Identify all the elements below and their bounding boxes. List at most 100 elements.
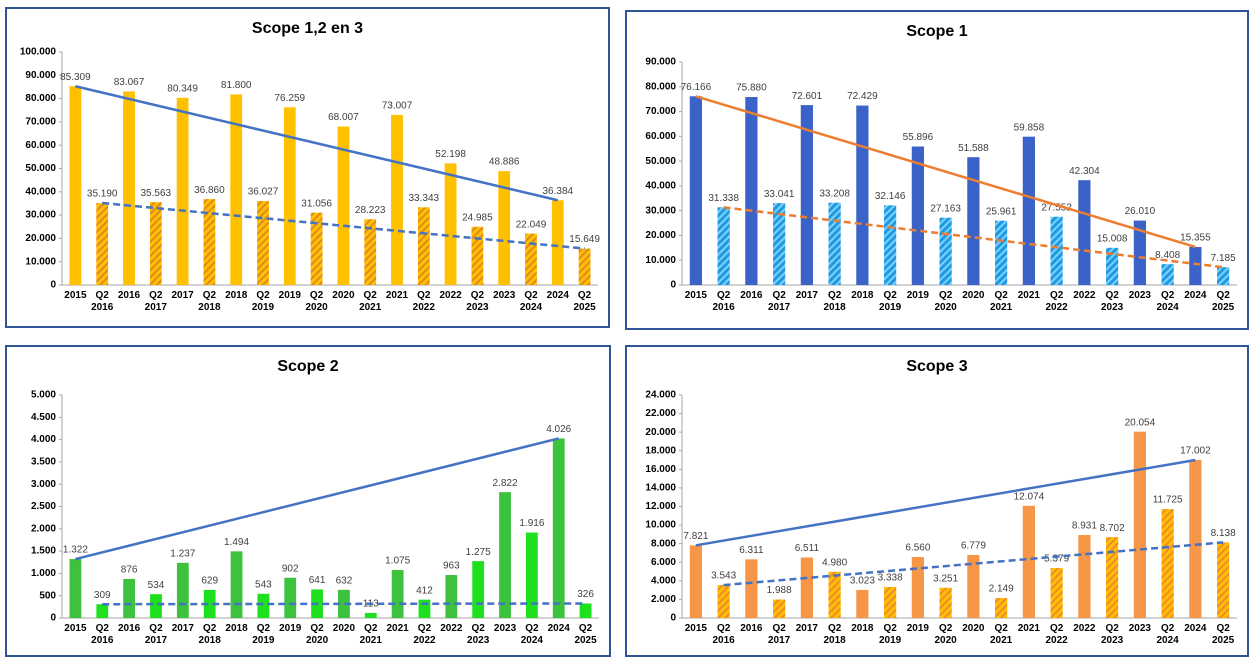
value-label: 33.041 [764,189,795,200]
value-label: 22.049 [516,219,547,230]
bar [911,557,924,618]
bar [338,589,350,618]
x-tick-label: Q2 2016 [91,623,114,646]
value-label: 326 [577,589,594,600]
x-tick-label: 2021 [386,623,409,634]
y-tick-label: 24.000 [645,390,676,401]
bar [150,594,162,618]
chart: Scope 3 0 2.000 4.000 6.000 8.000 10.000 12.000… [645,358,1237,624]
value-label: 12.074 [1014,491,1045,502]
chart: Scope 2 0 500 1.000 1.500 2.000 2.500 3.000 3.50… [31,358,599,624]
value-label: 902 [282,563,299,574]
value-label: 85.309 [60,72,91,83]
chart: Scope 1,2 en 3 0 10.000 20.000 30.000 40.000 5… [20,20,600,290]
x-tick-label: 2023 [1128,623,1151,634]
value-label: 3.251 [933,573,958,584]
value-label: 11.725 [1153,495,1183,506]
y-tick-label: 0 [670,280,676,291]
value-label: 27.163 [930,203,961,214]
x-tick-label: 2017 [171,290,194,301]
bar [284,577,297,618]
x-tick-label: 2015 [684,290,707,301]
x-tick-label: 2024 [1184,290,1207,301]
chart-panel: Scope 1,2 en 3 0 10.000 20.000 30.000 40.000 5… [5,7,610,328]
value-label: 72.601 [792,91,823,102]
bar [1189,246,1202,285]
value-label: 52.198 [435,149,466,160]
value-label: 6.560 [905,543,930,554]
value-label: 83.067 [114,77,145,88]
x-tick-label: 2015 [684,623,707,634]
chart-panel: Scope 2 0 500 1.000 1.500 2.000 2.500 3.000 3.50… [5,345,611,657]
trend-line [75,437,560,561]
bar [444,163,457,285]
bar [445,575,458,618]
x-tick-label: Q2 2018 [198,623,221,646]
x-tick-label: Q2 2022 [1045,290,1068,313]
x-tick-label: Q2 2024 [1156,623,1179,646]
y-tick-label: 20.000 [645,230,676,241]
bar [689,545,702,618]
x-tick-label: Q2 2023 [1101,290,1124,313]
bar [1050,216,1063,285]
x-tick-label: Q2 2021 [990,623,1013,646]
y-tick-label: 10.000 [645,520,676,531]
trend-line [102,602,586,606]
x-tick-label: 2023 [1128,290,1151,301]
y-tick-label: 20.000 [25,233,56,244]
value-label: 36.027 [248,187,279,198]
bar [773,203,786,285]
value-label: 17.002 [1180,446,1211,457]
y-tick-label: 500 [39,590,56,601]
bar [337,126,350,285]
y-tick-label: 40.000 [25,186,56,197]
x-tick-label: Q2 2017 [144,290,167,313]
bar [364,612,377,618]
value-label: 33.343 [409,193,440,204]
bar [257,593,270,618]
bar [1217,267,1230,285]
value-label: 6.311 [739,545,764,556]
y-tick-label: 30.000 [645,205,676,216]
bar [717,585,730,618]
value-label: 36.860 [194,185,225,196]
bar [499,492,511,618]
value-label: 15.649 [569,234,600,245]
x-tick-label: Q2 2021 [359,290,382,313]
x-tick-label: Q2 2018 [198,290,221,313]
value-label: 36.384 [543,186,574,197]
value-label: 5.379 [1044,554,1069,565]
value-label: 4.980 [822,557,847,568]
value-label: 7.821 [683,531,708,542]
bar [203,589,216,618]
y-tick-label: 0 [670,613,676,624]
x-tick-label: Q2 2016 [712,290,735,313]
bar [745,96,758,285]
value-label: 72.429 [847,91,878,102]
value-label: 76.166 [681,82,712,93]
bar [472,561,485,618]
value-label: 963 [443,561,460,572]
bar [310,212,323,285]
bar [525,532,538,618]
x-tick-label: Q2 2017 [768,623,791,646]
value-label: 632 [336,575,353,586]
bar [391,570,404,618]
bar [123,91,135,285]
bar [1078,180,1091,285]
y-tick-label: 3.500 [31,457,56,468]
x-tick-label: 2020 [962,623,985,634]
y-tick-label: 5.000 [31,390,56,401]
y-tick-label: 1.500 [31,546,56,557]
x-tick-label: 2020 [962,290,985,301]
value-label: 75.880 [736,83,767,94]
value-label: 28.223 [355,205,386,216]
y-tick-label: 0 [50,613,56,624]
value-label: 641 [309,575,326,586]
x-tick-label: 2024 [1184,623,1207,634]
value-label: 15.355 [1180,233,1211,244]
value-label: 76.259 [275,93,306,104]
bar [69,86,82,285]
bar [939,587,952,618]
bar [1161,264,1174,285]
